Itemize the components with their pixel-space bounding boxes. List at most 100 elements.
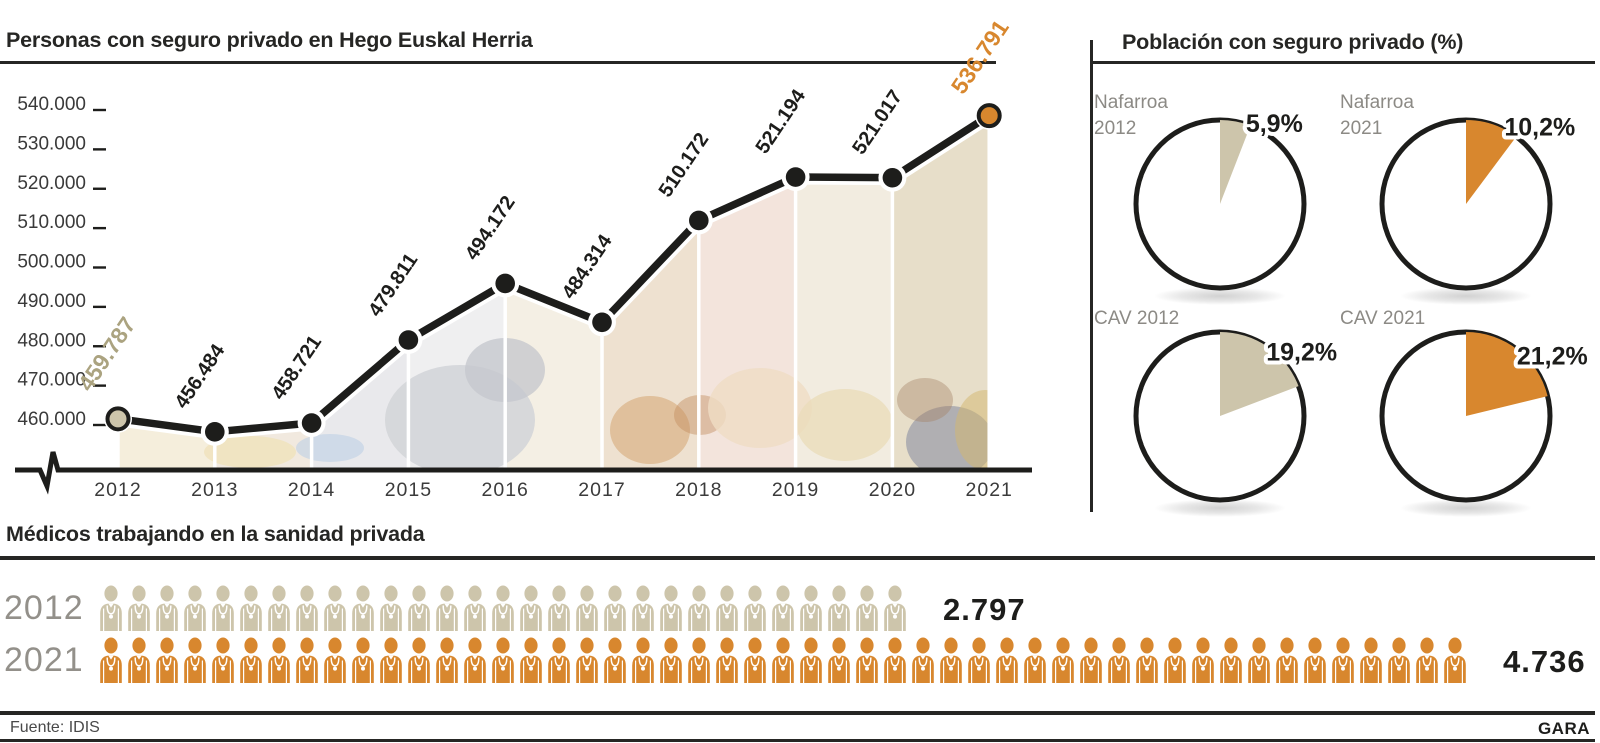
x-tick-2014: 2014 bbox=[288, 479, 335, 501]
footer-bottom-rule bbox=[0, 739, 1595, 742]
pie-value-label: 10,2% bbox=[1504, 113, 1575, 141]
doctor-icon bbox=[743, 585, 767, 631]
row-year-label: 2021 bbox=[4, 641, 84, 679]
pie-caption: Nafarroa bbox=[1340, 92, 1414, 113]
doctor-icon bbox=[855, 637, 879, 683]
doctor-icon bbox=[883, 585, 907, 631]
data-point-2019 bbox=[785, 167, 806, 187]
doctor-icon bbox=[463, 585, 487, 631]
doctor-icon bbox=[491, 585, 515, 631]
pictogram-row-2021: 2021 4.736 bbox=[0, 636, 1600, 684]
doctor-icon bbox=[1331, 637, 1355, 683]
x-tick-2018: 2018 bbox=[675, 479, 722, 501]
doctor-icons-2012 bbox=[99, 585, 907, 631]
doctor-icon bbox=[771, 585, 795, 631]
doctor-icon bbox=[771, 637, 795, 683]
y-tick-label: 470.000 bbox=[17, 370, 86, 391]
pie-slice bbox=[1220, 332, 1299, 416]
doctor-icon bbox=[183, 585, 207, 631]
pie-value-label: 21,2% bbox=[1517, 343, 1588, 371]
pie-slice bbox=[1466, 120, 1517, 204]
doctor-icon bbox=[575, 637, 599, 683]
y-tick-label: 540.000 bbox=[17, 94, 86, 115]
doctor-icon bbox=[351, 585, 375, 631]
doctor-icon bbox=[1051, 637, 1075, 683]
row-total-value: 2.797 bbox=[943, 592, 1026, 627]
doctor-icon bbox=[1247, 637, 1271, 683]
doctor-icon bbox=[799, 637, 823, 683]
doctor-icon bbox=[575, 585, 599, 631]
pie-panel-title: Población con seguro privado (%) bbox=[1122, 30, 1464, 54]
doctor-icon bbox=[435, 585, 459, 631]
pie-caption: 2021 bbox=[1340, 118, 1382, 139]
pie-title-rule bbox=[1092, 61, 1595, 64]
doctor-icon bbox=[155, 585, 179, 631]
doctor-icon bbox=[183, 637, 207, 683]
panel-divider bbox=[1090, 40, 1093, 512]
pie-value-label: 19,2% bbox=[1266, 339, 1337, 367]
doctor-icon bbox=[1219, 637, 1243, 683]
doctor-icon bbox=[1387, 637, 1411, 683]
row-year-label: 2012 bbox=[4, 589, 84, 627]
doctor-icon bbox=[491, 637, 515, 683]
data-point-2018 bbox=[689, 210, 709, 231]
doctor-icon bbox=[407, 637, 431, 683]
doctor-icon bbox=[631, 585, 655, 631]
data-point-2013 bbox=[205, 422, 225, 442]
doctor-icon bbox=[127, 585, 151, 631]
doctor-icon bbox=[715, 585, 739, 631]
doctor-icon bbox=[547, 585, 571, 631]
doctor-icon bbox=[827, 585, 851, 631]
doctor-icon bbox=[379, 585, 403, 631]
x-tick-2012: 2012 bbox=[94, 479, 141, 501]
doctor-icon bbox=[715, 637, 739, 683]
doctor-icon bbox=[547, 637, 571, 683]
doctor-icon bbox=[911, 637, 935, 683]
doctor-icon bbox=[239, 637, 263, 683]
doctor-icon bbox=[1135, 637, 1159, 683]
pie-caption: CAV 2012 bbox=[1094, 308, 1179, 329]
doctor-icon bbox=[659, 637, 683, 683]
line-chart: 540.000 530.000 520.000 510.000 500.000 490.0… bbox=[15, 15, 1032, 501]
x-tick-2021: 2021 bbox=[966, 479, 1013, 501]
doctor-icon bbox=[295, 637, 319, 683]
doctor-icon bbox=[687, 637, 711, 683]
doctor-icon bbox=[379, 637, 403, 683]
doctor-icon bbox=[99, 585, 123, 631]
pie-slice bbox=[1220, 120, 1251, 204]
doctor-icon bbox=[1443, 637, 1467, 683]
doctor-icon bbox=[1191, 637, 1215, 683]
doctor-icon bbox=[659, 585, 683, 631]
pictogram-row-2012: 2012 2.797 bbox=[0, 584, 1600, 632]
doctor-icon bbox=[323, 637, 347, 683]
doctor-icon bbox=[155, 637, 179, 683]
doctor-icon bbox=[127, 637, 151, 683]
doctor-icon bbox=[295, 585, 319, 631]
doctor-icon bbox=[351, 637, 375, 683]
y-tick-label: 530.000 bbox=[17, 133, 86, 154]
doctor-icon bbox=[1415, 637, 1439, 683]
doctor-icon bbox=[323, 585, 347, 631]
doctor-icon bbox=[687, 585, 711, 631]
doctor-icon bbox=[211, 585, 235, 631]
x-tick-2020: 2020 bbox=[869, 479, 916, 501]
doctor-icon bbox=[519, 585, 543, 631]
doctor-icons-2021 bbox=[99, 637, 1467, 683]
doctor-icon bbox=[799, 585, 823, 631]
x-tick-2017: 2017 bbox=[578, 479, 625, 501]
y-tick-label: 510.000 bbox=[17, 212, 86, 233]
row-total-value: 4.736 bbox=[1503, 644, 1586, 679]
doctor-icon bbox=[883, 637, 907, 683]
pictogram-title: Médicos trabajando en la sanidad privada bbox=[6, 522, 425, 546]
doctor-icon bbox=[995, 637, 1019, 683]
y-tick-label: 460.000 bbox=[17, 409, 86, 430]
y-tick-label: 500.000 bbox=[17, 252, 86, 273]
doctor-icon bbox=[939, 637, 963, 683]
doctor-icon bbox=[211, 637, 235, 683]
doctor-icon bbox=[1275, 637, 1299, 683]
doctor-icon bbox=[1079, 637, 1103, 683]
